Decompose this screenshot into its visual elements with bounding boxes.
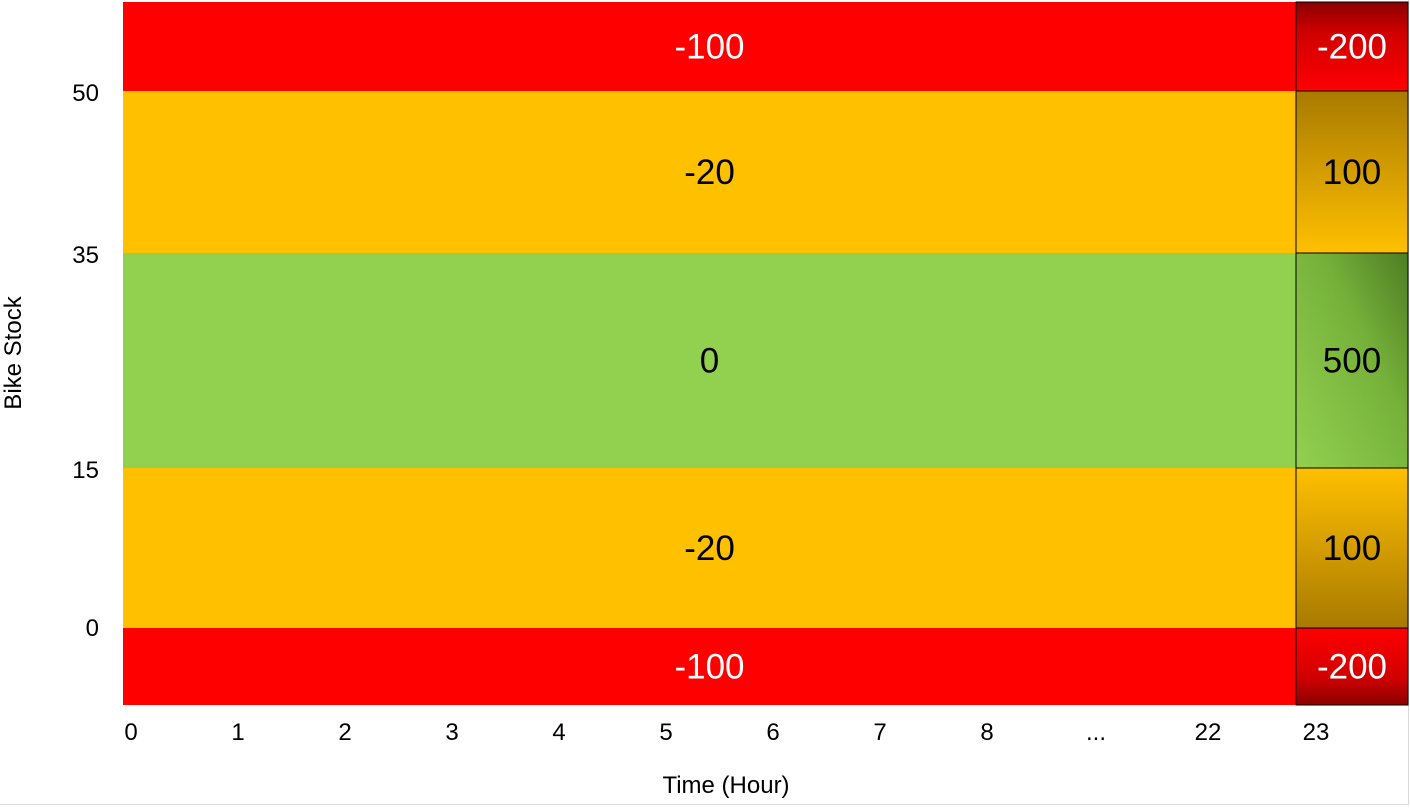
heatmap-cell-labels: -100 -200 -20 100 0 500 -20 100 -100 -200: [674, 28, 1387, 687]
cell-value-label: -200: [1317, 648, 1387, 687]
x-tick-label: 22: [1195, 719, 1222, 746]
cell-value-label: 100: [1323, 529, 1381, 568]
y-tick-label: 0: [86, 615, 99, 642]
x-tick-label: 23: [1303, 719, 1330, 746]
x-tick-label: 5: [659, 719, 672, 746]
x-tick-label: ...: [1086, 719, 1106, 746]
cell-value-label: -200: [1317, 28, 1387, 67]
cell-value-label: -20: [684, 153, 735, 192]
y-tick-label: 15: [72, 457, 99, 484]
cell-value-label: -100: [674, 28, 744, 67]
y-axis-label: Bike Stock: [0, 295, 27, 409]
x-axis-ticks: 0 1 2 3 4 5 6 7 8... 22 23: [124, 719, 1329, 746]
heatmap-cell: [1295, 467, 1409, 629]
x-tick-label: 3: [445, 719, 458, 746]
y-tick-label: 35: [72, 242, 99, 269]
heatmap-cell: [1295, 627, 1409, 706]
cell-value-label: -100: [674, 648, 744, 687]
x-tick-label: 6: [766, 719, 779, 746]
heatmap-cell: [1295, 1, 1409, 92]
y-tick-label: 50: [72, 80, 99, 107]
x-axis-label: Time (Hour): [662, 772, 789, 799]
heatmap-cell: [123, 628, 1296, 705]
cell-value-label: -20: [684, 529, 735, 568]
heatmap-cell: [123, 468, 1296, 628]
cell-value-label: 100: [1323, 153, 1381, 192]
heatmap-cells: [123, 1, 1409, 706]
cell-value-label: 500: [1323, 342, 1381, 381]
y-axis-ticks: 50 35 15 0: [72, 80, 99, 642]
x-tick-label: 8: [980, 719, 993, 746]
x-tick-label: 2: [338, 719, 351, 746]
heatmap-cell: [123, 2, 1296, 91]
cell-value-label: 0: [700, 342, 719, 381]
x-tick-label: 0: [124, 719, 137, 746]
heatmap-cell: [123, 91, 1296, 253]
x-tick-label: 4: [552, 719, 565, 746]
x-tick-label: 1: [231, 719, 244, 746]
x-tick-label: 7: [873, 719, 886, 746]
heatmap-cell: [123, 253, 1296, 468]
heatmap-cell: [1295, 90, 1409, 254]
